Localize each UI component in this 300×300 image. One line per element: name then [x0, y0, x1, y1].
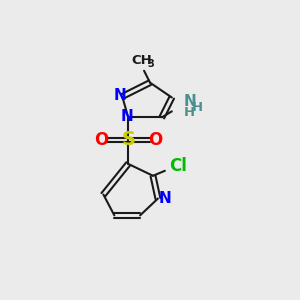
- Text: N: N: [183, 94, 196, 109]
- Text: N: N: [114, 88, 127, 103]
- Text: CH: CH: [132, 54, 152, 67]
- Text: N: N: [158, 191, 171, 206]
- Text: O: O: [148, 131, 162, 149]
- Text: 3: 3: [148, 59, 154, 69]
- Text: H: H: [192, 101, 203, 114]
- Text: Cl: Cl: [169, 157, 187, 175]
- Text: N: N: [121, 109, 134, 124]
- Text: S: S: [121, 130, 135, 149]
- Text: H: H: [184, 106, 195, 119]
- Text: O: O: [94, 131, 109, 149]
